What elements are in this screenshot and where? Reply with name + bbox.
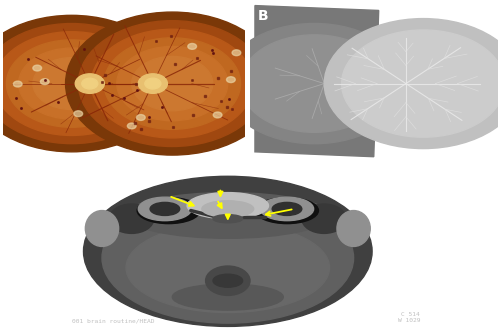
Ellipse shape (126, 223, 330, 313)
Ellipse shape (187, 192, 268, 219)
Circle shape (78, 21, 266, 147)
Ellipse shape (256, 197, 318, 224)
Circle shape (91, 29, 254, 138)
Circle shape (33, 58, 110, 110)
Circle shape (213, 274, 242, 287)
Circle shape (226, 77, 235, 83)
Circle shape (136, 115, 145, 121)
Ellipse shape (102, 192, 354, 323)
Text: C 514
W 1029: C 514 W 1029 (398, 312, 420, 323)
Ellipse shape (213, 215, 242, 223)
Ellipse shape (86, 210, 118, 246)
Text: 10 cm: 10 cm (402, 269, 419, 274)
Circle shape (66, 12, 279, 155)
Text: B: B (258, 9, 268, 23)
Circle shape (260, 197, 314, 221)
Circle shape (0, 32, 149, 136)
Circle shape (18, 48, 124, 119)
Circle shape (342, 30, 500, 137)
Ellipse shape (110, 204, 154, 233)
Circle shape (14, 81, 22, 87)
Circle shape (232, 50, 241, 56)
Circle shape (138, 197, 192, 221)
Circle shape (272, 202, 302, 215)
Circle shape (132, 56, 213, 111)
Circle shape (240, 35, 388, 132)
Circle shape (0, 24, 161, 144)
Circle shape (82, 78, 98, 89)
Circle shape (145, 78, 161, 89)
Ellipse shape (84, 176, 372, 326)
Ellipse shape (137, 197, 200, 224)
Circle shape (188, 44, 196, 49)
Text: A: A (10, 9, 20, 23)
Circle shape (150, 202, 180, 215)
Circle shape (223, 23, 406, 144)
Circle shape (104, 38, 240, 129)
Ellipse shape (172, 284, 284, 310)
Circle shape (213, 112, 222, 118)
Circle shape (0, 15, 174, 152)
Ellipse shape (126, 192, 330, 238)
Text: A: A (10, 9, 20, 23)
Text: C: C (80, 173, 90, 187)
Circle shape (33, 65, 42, 71)
Circle shape (75, 74, 104, 93)
Circle shape (40, 79, 49, 85)
Circle shape (128, 123, 136, 129)
Ellipse shape (206, 266, 250, 295)
Ellipse shape (337, 210, 370, 246)
Ellipse shape (302, 204, 346, 233)
Circle shape (6, 40, 137, 127)
Circle shape (138, 74, 168, 93)
Text: 001 brain routine/HEAD: 001 brain routine/HEAD (72, 318, 155, 323)
Circle shape (117, 46, 228, 121)
Circle shape (324, 19, 500, 149)
Circle shape (74, 111, 82, 117)
Ellipse shape (202, 201, 254, 217)
Polygon shape (255, 6, 378, 157)
